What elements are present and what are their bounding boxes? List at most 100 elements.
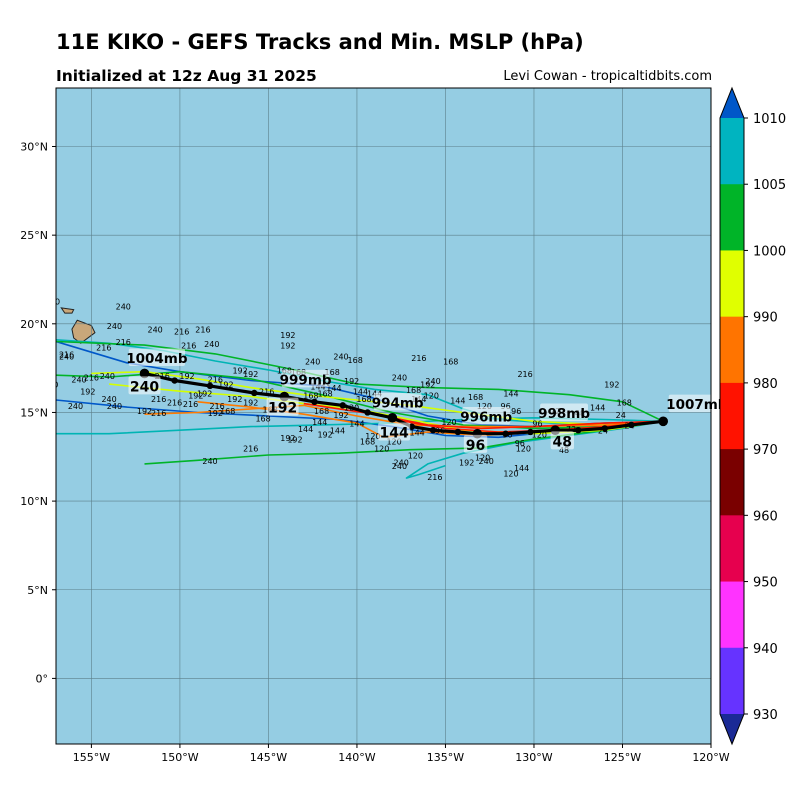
colorbar-tick-label: 1000 (753, 244, 786, 259)
axis-labels: 155°W 150°W 145°W 140°W 135°W 130°W 125°W 120°W… (20, 141, 730, 764)
member-hour-label: 120 (516, 444, 531, 453)
member-hour-label: 216 (84, 374, 99, 383)
member-hour-label: 192 (280, 331, 295, 340)
island-1 (71, 319, 96, 344)
member-hour-label: 240 (479, 457, 494, 466)
member-hour-label: 144 (353, 388, 368, 397)
member-hour-label: 144 (312, 418, 327, 427)
mean-track-line (144, 371, 664, 436)
mean-track-point (601, 425, 608, 432)
hour-label-box (463, 434, 488, 453)
member-hour-label: 144 (514, 464, 529, 473)
colorbar-bin (720, 647, 744, 715)
hour-label: 96 (466, 438, 485, 454)
colorbar-bin (720, 515, 744, 583)
member-hour-label: 216 (208, 375, 223, 384)
member-hour-label: 48 (559, 446, 569, 455)
colorbar-bin (720, 184, 744, 251)
member-hour-label: 168 (468, 393, 483, 402)
member-hour-label: 192 (344, 377, 359, 386)
member-hour-label: 168 (406, 386, 421, 395)
pressure-label-group: 1004mb (126, 348, 188, 367)
member-hour-label: 192 (317, 430, 332, 439)
pressure-label-group: 999mb (280, 369, 332, 388)
member-hour-label: 240 (305, 358, 320, 367)
member-hour-label: 240 (40, 306, 55, 315)
member-hour-label: 240 (100, 372, 115, 381)
member-hour-label: 216 (59, 350, 74, 359)
land-layer (60, 307, 96, 344)
member-hour-label: 120 (386, 437, 401, 446)
pressure-label: 994mb (372, 395, 424, 411)
hour-label-group: 96 (463, 434, 488, 454)
graticule (56, 88, 711, 744)
member-hour-label: 240 (107, 322, 122, 331)
member-hour-label: 144 (349, 420, 364, 429)
colorbar-tick-label: 970 (753, 443, 778, 458)
pressure-label-group: 998mb (538, 403, 590, 422)
pressure-label-box (281, 369, 330, 388)
member-hour-label: 144 (503, 389, 518, 398)
member-hour-label: 216 (151, 395, 166, 404)
member-hour-label: 144 (450, 397, 465, 406)
mean-track-point (502, 430, 509, 437)
pressure-label-group: 1007mb (666, 394, 728, 413)
pressure-label: 996mb (460, 410, 512, 426)
hour-label: 144 (380, 426, 409, 442)
colorbar-bin (720, 581, 744, 649)
member-hour-label: 192 (459, 459, 474, 468)
member-hour-label: 216 (151, 409, 166, 418)
member-hour-label: 216 (116, 338, 131, 347)
mean-track-point (408, 423, 416, 430)
member-hour-label: 96 (511, 407, 521, 416)
pressure-label-box (540, 403, 588, 421)
member-hour-label: 168 (348, 356, 363, 365)
member-hour-label: 216 (411, 354, 426, 363)
member-hour-label: 168 (314, 407, 329, 416)
chart-title: 11E KIKO - GEFS Tracks and Min. MSLP (hP… (56, 30, 584, 54)
member-hour-label: 192 (137, 407, 152, 416)
member-track-12 (144, 404, 664, 428)
colorbar-over-arrow (720, 88, 744, 118)
pressure-label: 999mb (280, 372, 332, 388)
member-hour-label: 192 (208, 409, 223, 418)
hour-label-box (266, 397, 299, 416)
pressure-label-box (373, 392, 422, 411)
member-track-13 (303, 402, 664, 430)
member-hour-label: 216 (32, 393, 47, 402)
member-hour-label: 168 (443, 358, 458, 367)
member-hour-label: 120 (532, 430, 547, 439)
pressure-label-group: 996mb (460, 407, 512, 426)
member-hour-label: 168 (356, 395, 371, 404)
member-hour-label: 216 (181, 342, 196, 351)
lon-tick-label: 145°W (250, 751, 287, 764)
mean-track-point (251, 389, 258, 397)
member-hour-label: 240 (71, 375, 86, 384)
colorbar-tick-label: 980 (753, 377, 778, 392)
member-hour-label: 120 (477, 402, 492, 411)
lat-tick-label: 0° (36, 672, 49, 685)
member-hour-label: 240 (147, 326, 162, 335)
member-hour-label: 216 (174, 327, 189, 336)
pressure-label: 998mb (538, 406, 590, 422)
colorbar-bin (720, 250, 744, 318)
member-hour-label: 192 (243, 370, 258, 379)
lat-tick-label: 5°N (27, 584, 48, 597)
hour-label-group: 240 (128, 376, 161, 395)
member-hour-label: 192 (197, 389, 212, 398)
member-hour-label: 240 (204, 340, 219, 349)
colorbar-tick-label: 940 (753, 642, 778, 657)
member-hour-label: 144 (590, 404, 605, 413)
member-hour-label: 96 (515, 439, 525, 448)
member-hour-label: 168 (255, 414, 270, 423)
member-hour-label: 144 (298, 425, 313, 434)
lon-tick-label: 155°W (73, 751, 110, 764)
member-hour-label: 240 (116, 303, 131, 312)
lon-tick-label: 150°W (161, 751, 198, 764)
pressure-label-box (462, 407, 511, 425)
member-hour-label: 120 (408, 452, 423, 461)
mean-track-point (206, 382, 214, 390)
hour-label-group: 48 (550, 431, 574, 450)
lat-tick-label: 25°N (20, 229, 48, 242)
